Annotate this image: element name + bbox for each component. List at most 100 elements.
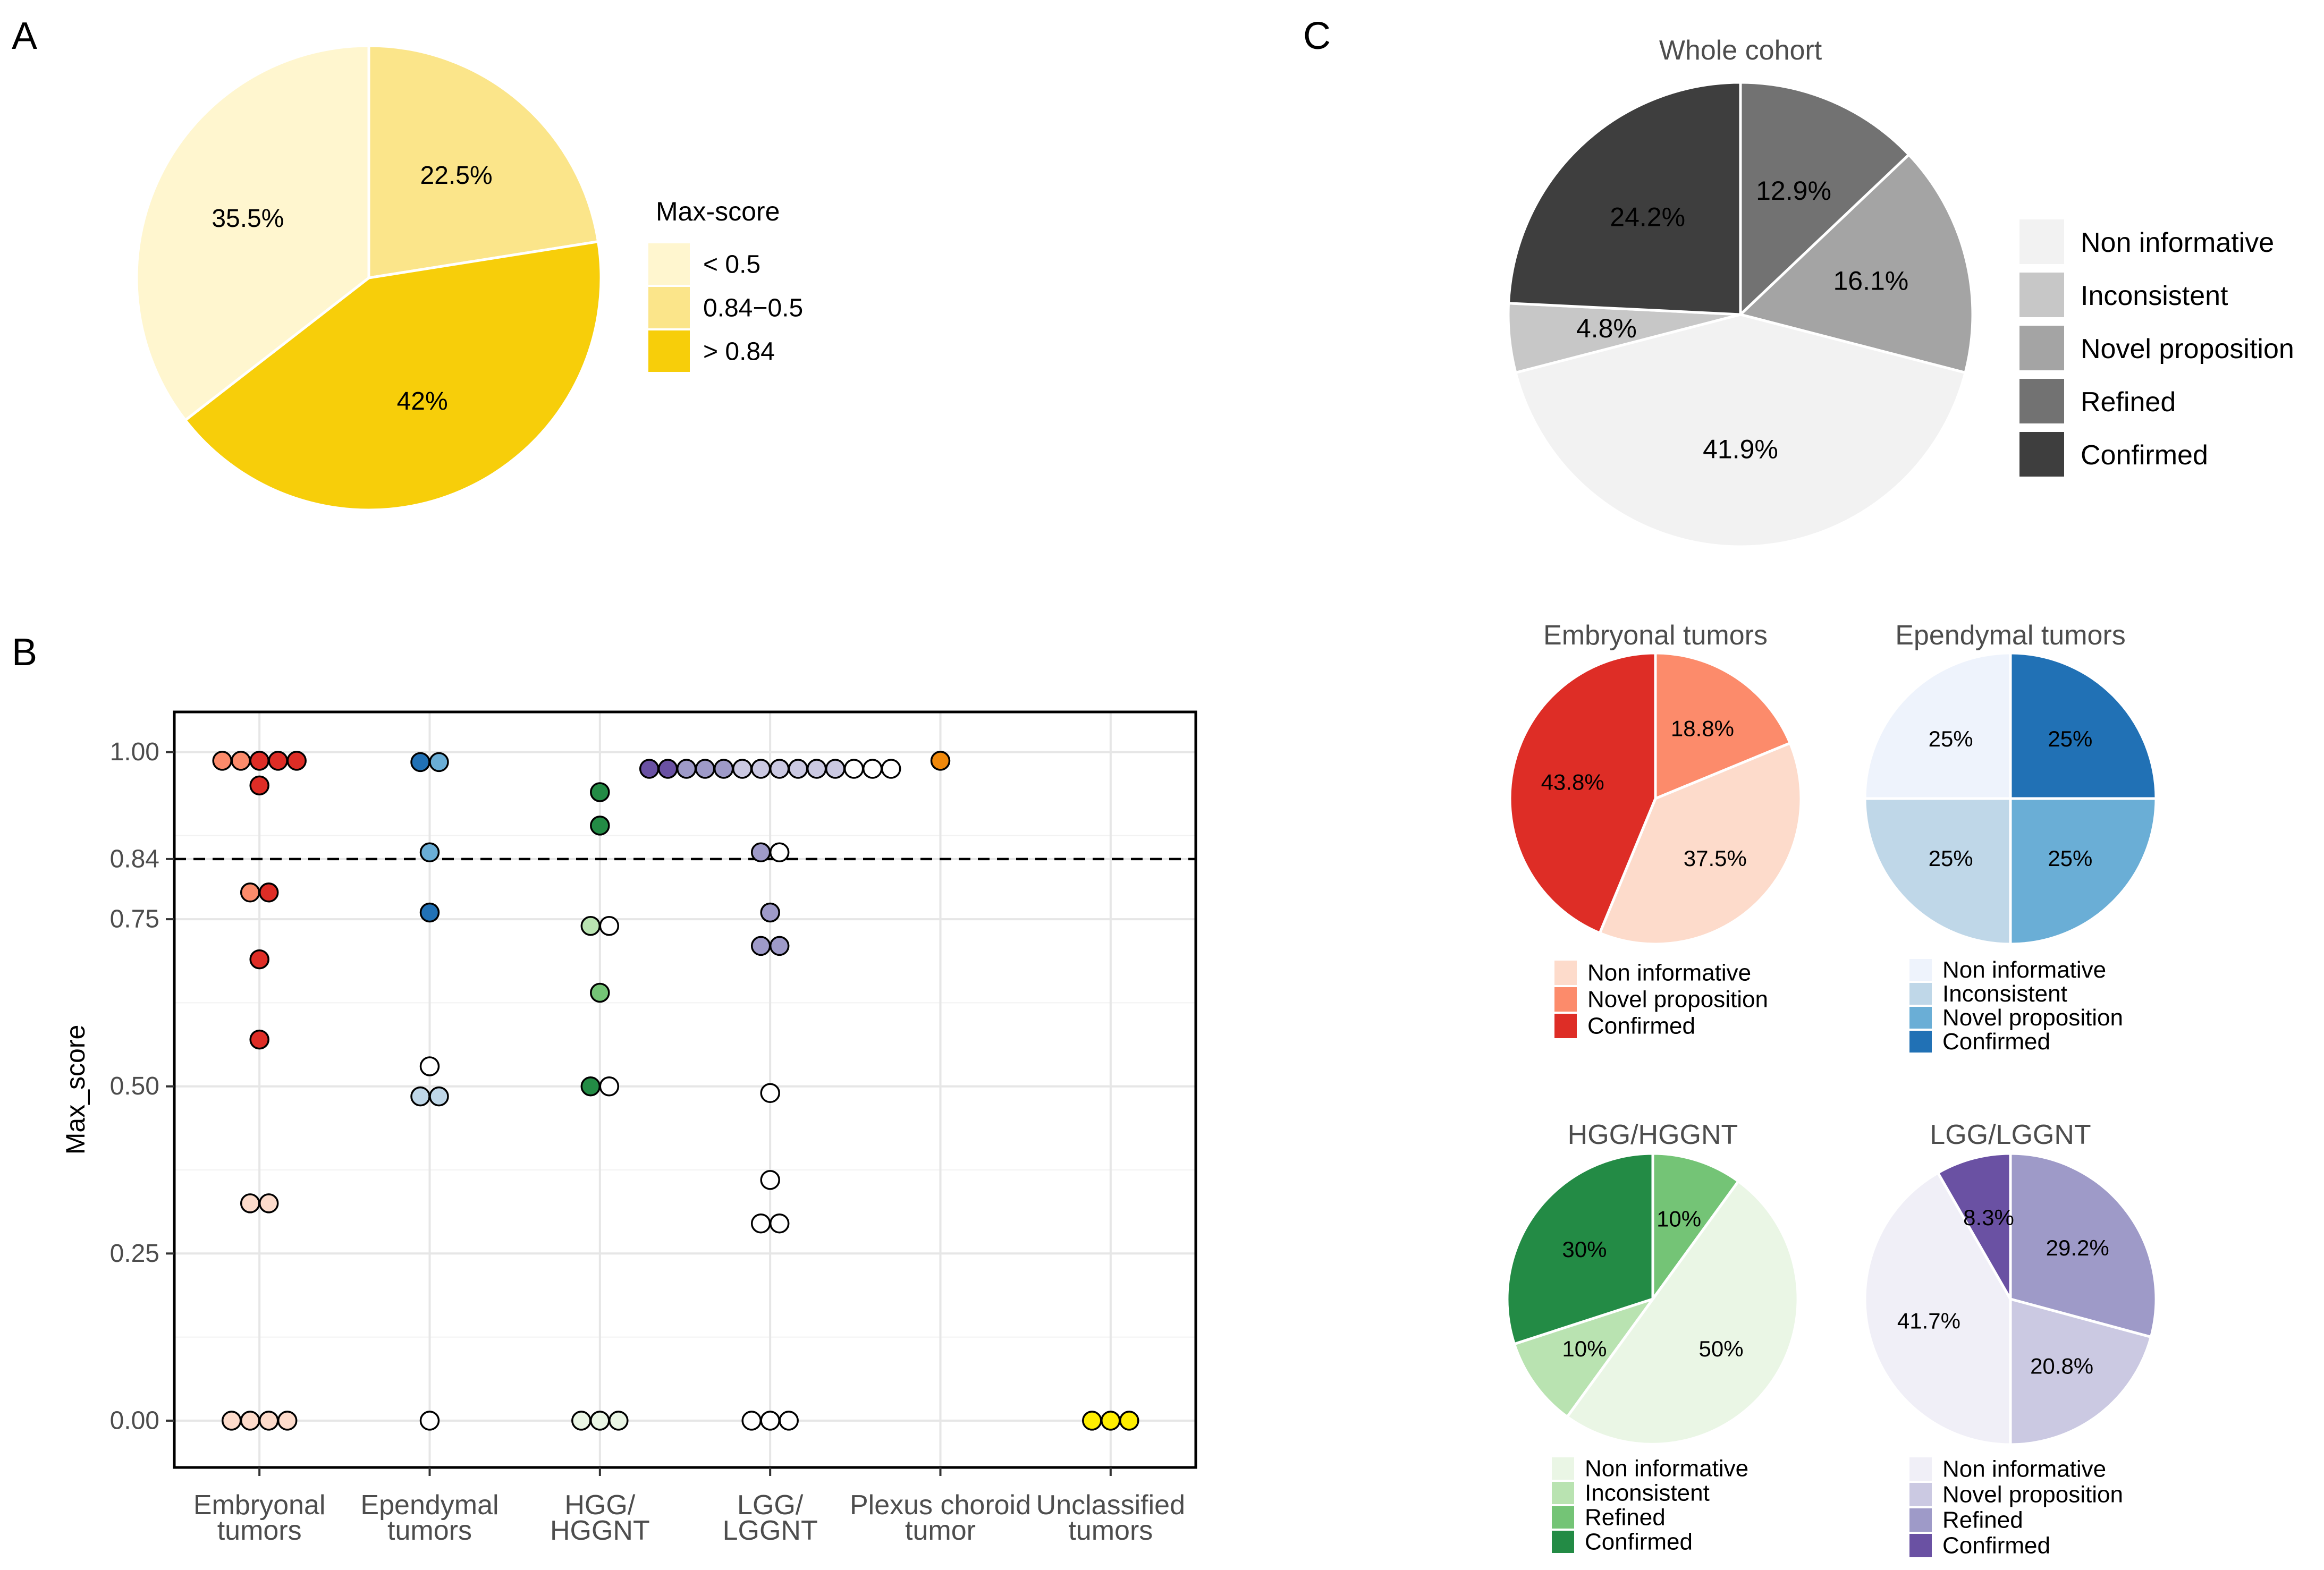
pie-c-lgg-slice-label: 29.2% [2046, 1235, 2109, 1260]
legend-label: Confirmed [1942, 1029, 2050, 1055]
plot-background [174, 712, 1196, 1467]
legend-label: Confirmed [1587, 1013, 1695, 1039]
pie-c-ependymal-slice [2009, 797, 2158, 946]
legend-swatch [2019, 432, 2064, 477]
pie-a-slice-label: 42% [397, 387, 448, 415]
data-point [249, 949, 269, 970]
x-tick-label: LGG/ [737, 1490, 804, 1521]
legend-swatch [1552, 1531, 1574, 1553]
x-tick-label: tumor [905, 1515, 976, 1546]
data-point [760, 902, 780, 923]
data-point [881, 759, 901, 779]
data-point [750, 1213, 771, 1234]
x-tick-label: Unclassified [1036, 1490, 1185, 1521]
legend-label: Novel proposition [1942, 1005, 2123, 1031]
data-point [419, 1411, 440, 1431]
legend-label: Novel proposition [1587, 987, 1768, 1013]
legend-swatch [1552, 1482, 1574, 1504]
pie-c-embryonal-slice-label: 18.8% [1671, 716, 1734, 741]
pie-c-hgg-slice [1651, 1152, 1740, 1303]
pie-c-lgg-slice-label: 41.7% [1897, 1308, 1960, 1333]
data-point [249, 751, 269, 771]
x-tick-label: tumors [217, 1515, 302, 1546]
data-point [760, 1083, 780, 1104]
data-point [410, 752, 430, 773]
pie-c-hgg-slice [1506, 1152, 1654, 1346]
legend-label: Novel proposition [2081, 334, 2294, 364]
pie-c-ependymal-slice-label: 25% [2048, 726, 2092, 751]
x-tick-label: Ependymal [360, 1490, 498, 1521]
x-tick-label: HGG/ [564, 1490, 635, 1521]
data-point [1101, 1411, 1121, 1431]
pie-whole-cohort-slice-label: 4.8% [1576, 313, 1637, 343]
legend-label: < 0.5 [703, 251, 760, 279]
legend-swatch [2019, 326, 2064, 370]
pie-a-slice-label: 22.5% [420, 162, 493, 190]
legend-swatch [1909, 1534, 1932, 1557]
pie-c-hgg-slice [1512, 1296, 1657, 1419]
legend-swatch [1909, 1483, 1932, 1506]
legend-label: Refined [1585, 1505, 1666, 1531]
data-point [930, 751, 951, 771]
legend-swatch [1554, 961, 1577, 985]
data-point [268, 751, 288, 771]
legend-label: Inconsistent [1942, 981, 2067, 1007]
legend-label: Refined [2081, 387, 2176, 418]
data-point [779, 1411, 799, 1431]
legend-label: > 0.84 [703, 338, 775, 366]
legend-label: Novel proposition [1942, 1482, 2123, 1508]
chart-b-max-score-scatter: 0.000.250.500.750.841.00EmbryonaltumorsE… [61, 710, 1197, 1546]
legend-label: Inconsistent [1585, 1480, 1710, 1506]
pie-a-slice-label: 35.5% [212, 205, 284, 233]
data-point [750, 936, 771, 956]
pie-title: Whole cohort [1659, 35, 1822, 66]
pie-whole-cohort-slice [1738, 152, 1974, 375]
data-point [429, 752, 449, 773]
legend-swatch [1552, 1457, 1574, 1480]
pie-c-lgg-slice [1936, 1152, 2012, 1304]
legend-label: Confirmed [2081, 440, 2208, 471]
data-point [806, 759, 827, 779]
panel-label-c: C [1303, 15, 1331, 57]
legend-swatch [1554, 987, 1577, 1012]
chart-c-pies: Whole cohort 12.9% 16.1% 41.9% 4.8% 24.2% Non … [1506, 35, 2294, 1559]
pie-c-lgg-slice-label: 20.8% [2030, 1354, 2093, 1379]
data-point [590, 782, 610, 802]
data-point [769, 1213, 790, 1234]
data-point [277, 1411, 298, 1431]
data-point [825, 759, 846, 779]
pie-whole-cohort-slice [1507, 81, 1742, 316]
pie-c-lgg-slice-label: 8.3% [1963, 1205, 2014, 1230]
data-point [240, 882, 260, 903]
legend-swatch [1909, 1457, 1932, 1481]
x-tick-label: Plexus choroid [850, 1490, 1031, 1521]
data-point [240, 1411, 260, 1431]
data-point [732, 759, 753, 779]
pie-c-hgg-slice-label: 10% [1657, 1206, 1701, 1231]
data-point [760, 1170, 780, 1190]
data-point [429, 1086, 449, 1107]
legend-swatch [2019, 219, 2064, 264]
data-point [750, 759, 771, 779]
legend-swatch [1909, 959, 1932, 981]
data-point [657, 759, 678, 779]
pie-a-slice [367, 44, 600, 279]
pie-a-slice [135, 44, 370, 422]
pie-c-embryonal-slice [1654, 651, 1792, 801]
y-tick-label: 0.75 [110, 905, 159, 933]
pie-whole-cohort-slice [1739, 81, 1911, 318]
pie-c-ependymal-slice [2009, 651, 2158, 800]
data-point [676, 759, 697, 779]
data-point [249, 775, 269, 796]
data-point [419, 902, 440, 923]
legend-swatch [648, 330, 690, 372]
legend-swatch [2019, 273, 2064, 317]
pie-c-lgg-slice [1863, 1171, 2012, 1446]
pie-c-hgg-slice-label: 50% [1699, 1336, 1744, 1361]
pie-c-lgg-slice [2009, 1152, 2158, 1339]
data-point [258, 1193, 279, 1213]
x-tick-label: tumors [387, 1515, 472, 1546]
legend-label: Non informative [1587, 960, 1751, 986]
pie-whole-cohort-slice [1514, 313, 1967, 548]
data-point [769, 842, 790, 863]
